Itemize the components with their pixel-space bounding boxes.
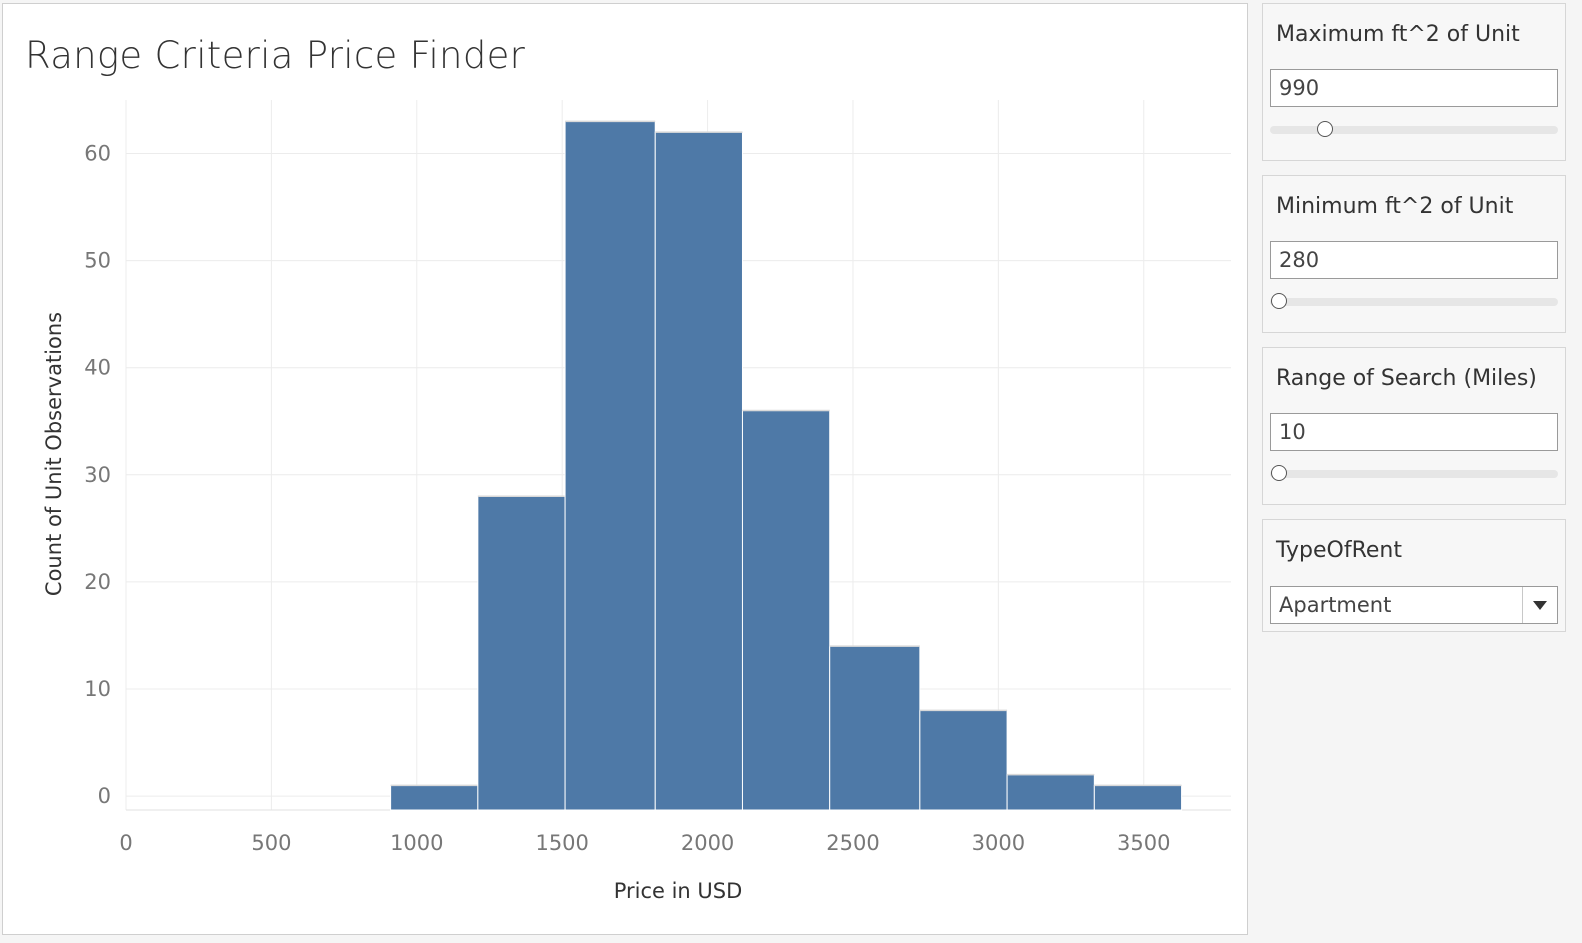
histogram-bar <box>741 410 831 811</box>
dropdown-divider <box>1522 587 1523 623</box>
max-sqft-slider-thumb[interactable] <box>1316 121 1333 137</box>
histogram-bar <box>390 784 479 811</box>
range-slider-thumb[interactable] <box>1270 465 1287 481</box>
type-of-rent-selected-value: Apartment <box>1279 593 1392 617</box>
y-tick-label: 10 <box>84 677 111 701</box>
min-sqft-filter-title: Minimum ft^2 of Unit <box>1276 194 1514 219</box>
range-filter-title: Range of Search (Miles) <box>1276 366 1537 391</box>
min-sqft-filter-card: Minimum ft^2 of Unit 280 <box>1262 175 1566 333</box>
max-sqft-filter-card: Maximum ft^2 of Unit 990 <box>1262 3 1566 161</box>
histogram-bar <box>1006 774 1095 811</box>
max-sqft-filter-title: Maximum ft^2 of Unit <box>1276 22 1520 47</box>
histogram-bar <box>654 131 743 811</box>
min-sqft-input[interactable]: 280 <box>1270 241 1558 279</box>
range-input[interactable]: 10 <box>1270 413 1558 451</box>
type-of-rent-dropdown[interactable]: Apartment <box>1270 586 1558 624</box>
type-of-rent-filter-title: TypeOfRent <box>1276 538 1402 563</box>
chart-title: Range Criteria Price Finder <box>25 34 526 77</box>
x-axis-title: Price in USD <box>614 879 743 903</box>
histogram-chart: 0 500 1000 1500 2000 2500 3000 3500 0 10 20 30 40 50 6… <box>42 100 1231 903</box>
min-sqft-slider-thumb[interactable] <box>1270 293 1287 309</box>
histogram-bar <box>829 645 921 811</box>
chart-panel: Range Criteria Price Finder 0 500 1000 1500… <box>2 3 1248 935</box>
x-tick-label: 500 <box>251 831 291 855</box>
y-tick-label: 50 <box>84 249 111 273</box>
histogram-bar <box>564 120 656 811</box>
filter-sidebar: Maximum ft^2 of Unit 990 Minimum ft^2 of… <box>1250 0 1582 943</box>
max-sqft-input[interactable]: 990 <box>1270 69 1558 107</box>
x-tick-label: 3500 <box>1117 831 1170 855</box>
histogram-bar <box>477 495 566 811</box>
x-tick-label: 0 <box>119 831 132 855</box>
type-of-rent-filter-card: TypeOfRent Apartment <box>1262 519 1566 632</box>
x-tick-label: 1000 <box>390 831 443 855</box>
x-tick-label: 1500 <box>535 831 588 855</box>
y-tick-label: 40 <box>84 356 111 380</box>
y-tick-label: 60 <box>84 142 111 166</box>
max-sqft-slider[interactable] <box>1270 121 1558 137</box>
histogram-bar <box>1093 784 1183 811</box>
x-tick-label: 2500 <box>826 831 879 855</box>
range-filter-card: Range of Search (Miles) 10 <box>1262 347 1566 505</box>
min-sqft-slider[interactable] <box>1270 293 1558 309</box>
x-tick-label: 3000 <box>972 831 1025 855</box>
y-tick-label: 20 <box>84 570 111 594</box>
y-tick-label: 30 <box>84 463 111 487</box>
chevron-down-icon[interactable] <box>1533 601 1547 610</box>
x-tick-label: 2000 <box>681 831 734 855</box>
y-axis-title: Count of Unit Observations <box>42 312 66 596</box>
y-tick-label: 0 <box>98 784 111 808</box>
histogram-bar <box>919 709 1008 811</box>
range-slider[interactable] <box>1270 465 1558 481</box>
